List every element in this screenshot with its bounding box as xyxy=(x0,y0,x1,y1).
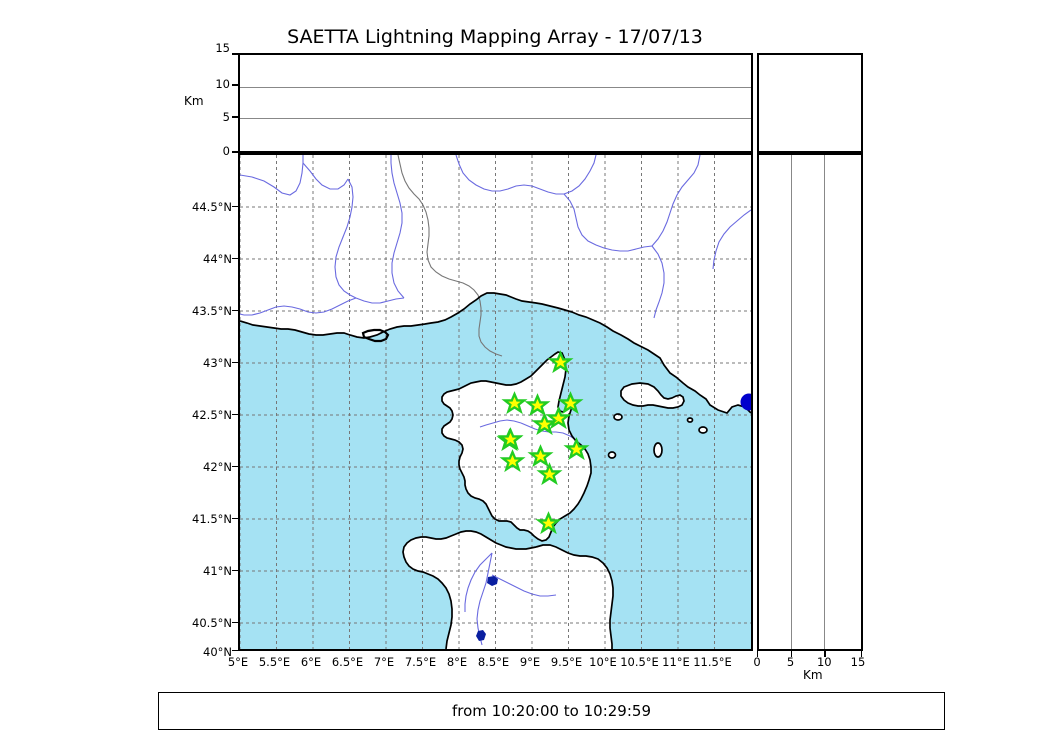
map-xtick-9.5E: 9.5°E xyxy=(550,655,583,669)
altitude-latitude-panel xyxy=(757,153,863,651)
map-xtick-5.5E: 5.5°E xyxy=(258,655,291,669)
map-ytick-43.5N: 43.5°N xyxy=(192,304,232,318)
map-xtick-10E: 10°E xyxy=(589,655,617,669)
top-panel-ytick-15: 15 xyxy=(215,41,230,55)
station-star[interactable] xyxy=(531,412,558,436)
right-panel-xlabel: Km xyxy=(803,668,823,682)
top-panel-ytick-0: 0 xyxy=(222,144,230,158)
right-panel-tickmark-5 xyxy=(790,651,792,657)
station-star[interactable] xyxy=(557,391,584,415)
map-ytickmark-44.5N xyxy=(232,205,238,207)
top-panel-tickmark-0 xyxy=(232,151,238,153)
map-xtick-6E: 6°E xyxy=(300,655,322,669)
station-star[interactable] xyxy=(535,511,562,535)
top-panel-ylabel: Km xyxy=(184,94,204,108)
lma-stations-layer[interactable] xyxy=(496,350,590,535)
station-star[interactable] xyxy=(524,393,551,417)
top-panel-ytick-5: 5 xyxy=(222,110,230,124)
station-star[interactable] xyxy=(536,462,563,486)
map-vector-layer xyxy=(240,155,751,649)
lake-2 xyxy=(476,630,486,641)
map-ytick-41.5N: 41.5°N xyxy=(192,512,232,526)
landmass-elba xyxy=(621,383,684,408)
map-ytick-42.5N: 42.5°N xyxy=(192,408,232,422)
right-panel-xtick-0: 0 xyxy=(753,655,761,669)
map-ytickmark-44N xyxy=(232,257,238,259)
map-ytick-40N: 40°N xyxy=(203,645,232,659)
right-panel-xtick-10: 10 xyxy=(816,655,832,669)
lake-1 xyxy=(487,576,498,586)
islet-2 xyxy=(608,452,616,458)
landmass-sardinia xyxy=(403,531,613,649)
map-ytickmark-42.5N xyxy=(232,413,238,415)
map-ytickmark-43.5N xyxy=(232,309,238,311)
altitude-longitude-panel xyxy=(238,53,753,153)
vhf-source-dot[interactable] xyxy=(740,393,752,411)
map-xtick-8E: 8°E xyxy=(446,655,468,669)
map-ytickmark-42N xyxy=(232,465,238,467)
time-range-caption: from 10:20:00 to 10:29:59 xyxy=(158,692,945,730)
map-xtick-7E: 7°E xyxy=(373,655,395,669)
map-ytickmark-43N xyxy=(232,361,238,363)
station-star[interactable] xyxy=(527,444,554,468)
map-ytickmark-40.5N xyxy=(232,621,238,623)
map-ytick-44.5N: 44.5°N xyxy=(192,200,232,214)
map-ytick-42N: 42°N xyxy=(203,460,232,474)
top-panel-tickmark-10 xyxy=(232,84,238,86)
map-xtick-9E: 9°E xyxy=(519,655,541,669)
right-panel-xtick-5: 5 xyxy=(786,655,795,669)
top-panel-gridline-5km xyxy=(240,118,751,120)
map-xtick-11.5E: 11.5°E xyxy=(693,655,732,669)
map-xtick-7.5E: 7.5°E xyxy=(404,655,437,669)
map-xtick-5E: 5°E xyxy=(227,655,249,669)
top-panel-tickmark-15 xyxy=(232,53,238,55)
right-panel-tickmark-10 xyxy=(824,651,826,657)
station-star[interactable] xyxy=(563,437,590,461)
station-star[interactable] xyxy=(497,427,524,451)
map-ytickmark-40N xyxy=(232,649,238,651)
map-xtick-10.5E: 10.5°E xyxy=(620,655,659,669)
map-ytick-44N: 44°N xyxy=(203,252,232,266)
islet-3 xyxy=(699,427,707,433)
map-plan-view-panel[interactable] xyxy=(238,153,753,651)
right-panel-xtick-15: 15 xyxy=(850,655,866,669)
station-star[interactable] xyxy=(501,391,528,415)
altitude-histogram-panel xyxy=(757,53,863,153)
station-star[interactable] xyxy=(545,406,572,430)
right-panel-gridline-10km xyxy=(824,155,826,649)
right-panel-tickmark-0 xyxy=(757,651,759,657)
map-ytick-40.5N: 40.5°N xyxy=(192,616,232,630)
map-ytick-43N: 43°N xyxy=(203,356,232,370)
map-ytickmark-41N xyxy=(232,569,238,571)
figure-title: SAETTA Lightning Mapping Array - 17/07/1… xyxy=(287,26,703,48)
station-star[interactable] xyxy=(547,350,574,374)
map-ytickmark-41.5N xyxy=(232,517,238,519)
map-clip-region xyxy=(240,155,751,649)
map-xtick-8.5E: 8.5°E xyxy=(477,655,510,669)
map-xtick-6.5E: 6.5°E xyxy=(331,655,364,669)
map-xtick-11E: 11°E xyxy=(662,655,690,669)
station-star[interactable] xyxy=(499,449,526,473)
top-panel-tickmark-5 xyxy=(232,116,238,118)
right-panel-tickmark-15 xyxy=(861,651,863,657)
map-ytick-41N: 41°N xyxy=(203,564,232,578)
right-panel-gridline-5km xyxy=(790,155,792,649)
rivers-layer xyxy=(240,155,751,646)
time-range-text: from 10:20:00 to 10:29:59 xyxy=(451,702,651,720)
top-panel-gridline-10km xyxy=(240,86,751,88)
islet-capraia xyxy=(654,443,662,457)
top-panel-ytick-10: 10 xyxy=(215,77,230,91)
coastlines-layer xyxy=(240,292,751,649)
national-border xyxy=(397,155,503,357)
